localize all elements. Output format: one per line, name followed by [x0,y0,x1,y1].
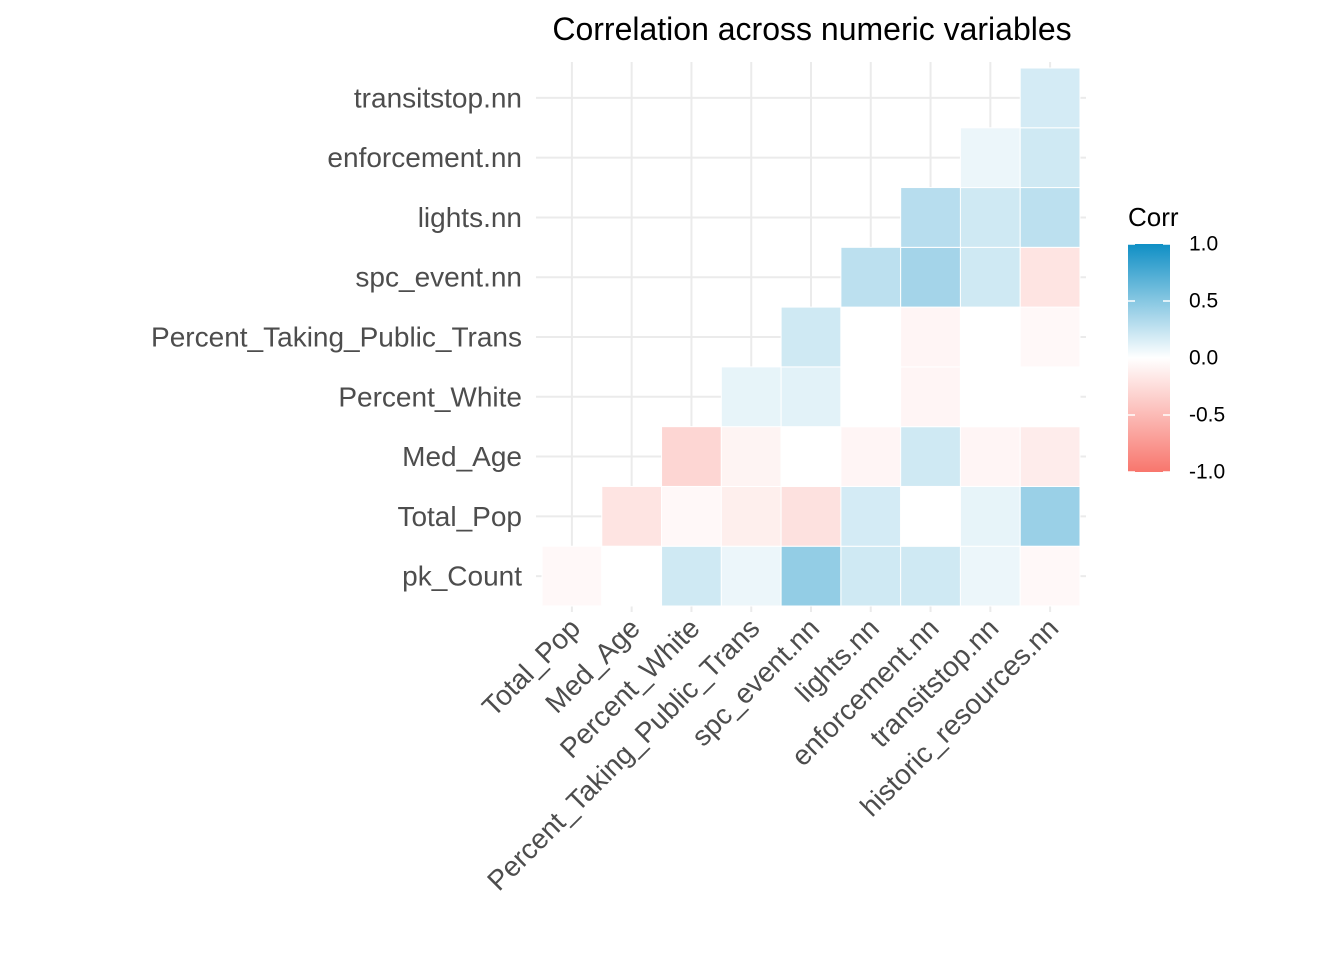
heatmap-cell [721,367,781,427]
heatmap-cell [602,486,662,546]
y-tick-label: Med_Age [402,441,522,472]
heatmap-cell [1020,307,1080,367]
heatmap-cell [542,546,602,606]
legend-tick-label: 1.0 [1189,233,1218,256]
heatmap-cell [721,486,781,546]
heatmap-cell [662,546,722,606]
heatmap-cell [901,367,961,427]
legend-title: Corr [1128,202,1179,232]
heatmap-cell [901,427,961,487]
heatmap-cell [901,247,961,307]
y-tick-label: enforcement.nn [327,142,522,173]
y-tick-label: lights.nn [418,202,522,233]
y-tick-label: Percent_Taking_Public_Trans [151,322,522,353]
heatmap-cell [662,427,722,487]
heatmap-cell [901,188,961,248]
heatmap-cell [901,486,961,546]
heatmap-cell [781,486,841,546]
heatmap-cell [721,427,781,487]
y-tick-label: Total_Pop [397,501,522,532]
chart-title: Correlation across numeric variables [552,11,1071,47]
legend-tick-label: 0.0 [1189,347,1218,370]
heatmap-cell [841,307,901,367]
heatmap-cell [781,427,841,487]
heatmap-cell [841,367,901,427]
legend-tick-label: -0.5 [1189,404,1225,427]
heatmap-cell [841,486,901,546]
heatmap-cell [781,307,841,367]
heatmap-cell [960,188,1020,248]
y-tick-label: Percent_White [338,381,522,412]
heatmap-cell [781,546,841,606]
heatmap-cell [721,546,781,606]
heatmap-cell [1020,546,1080,606]
y-tick-label: spc_event.nn [355,262,522,293]
legend-tick-label: -1.0 [1189,461,1225,484]
heatmap-cell [960,427,1020,487]
heatmap-cell [960,367,1020,427]
heatmap-cell [841,546,901,606]
heatmap-cell [1020,486,1080,546]
heatmap-cell [781,367,841,427]
heatmap-cell [841,247,901,307]
heatmap-cell [1020,188,1080,248]
y-axis: pk_Count Total_Pop Med_Age Percent_White Per… [151,82,522,591]
heatmap-cell [602,546,662,606]
heatmap-cell [1020,68,1080,128]
heatmap-cell [960,486,1020,546]
heatmap-cell [1020,427,1080,487]
x-axis: Total_PopMed_AgePercent_WhitePercent_Tak… [476,612,1064,896]
legend-tick-label: 0.5 [1189,290,1218,313]
legend: Corr 1.0 0.5 0.0 -0.5 -1.0 [1128,202,1225,484]
heatmap-cell [960,247,1020,307]
heatmap-cell [1020,247,1080,307]
y-tick-label: pk_Count [402,561,522,592]
y-tick-label: transitstop.nn [354,82,522,113]
heatmap-cell [1020,367,1080,427]
heatmap-cell [901,307,961,367]
heatmap-cell [662,486,722,546]
heatmap-cell [960,307,1020,367]
heatmap-cell [960,546,1020,606]
heatmap-cell [1020,128,1080,188]
heatmap-cell [901,546,961,606]
heatmap-cell [960,128,1020,188]
heatmap-cell [841,427,901,487]
